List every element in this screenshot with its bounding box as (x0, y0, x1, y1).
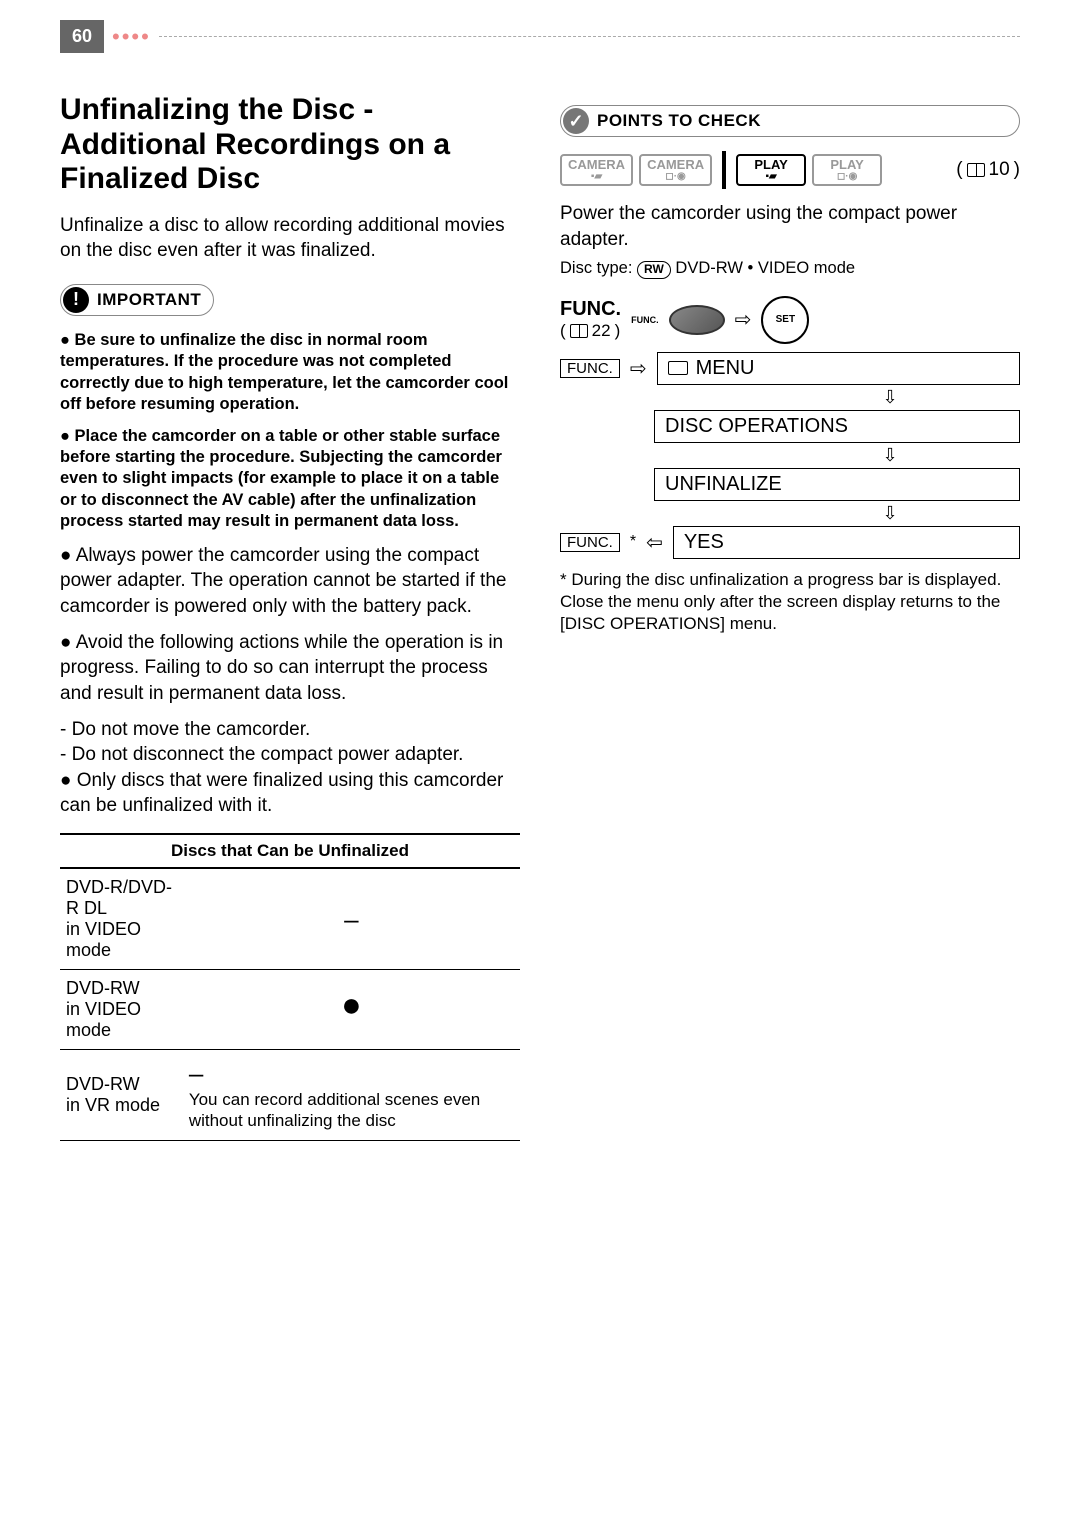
page-ref-10: ( 10) (956, 159, 1020, 181)
rw-badge: RW (637, 261, 671, 279)
main-heading: Unfinalizing the Disc - Additional Recor… (60, 93, 520, 197)
row1-l1: DVD-RW (66, 978, 140, 998)
bullet-3: ● Only discs that were finalized using t… (60, 768, 520, 819)
arrow-left-icon: ⇦ (646, 530, 663, 555)
joystick-icon: SET (761, 296, 809, 344)
row2-l1: DVD-RW (66, 1074, 140, 1094)
table-row: DVD-R/DVD-R DL in VIDEO mode – (60, 868, 520, 970)
row1-l2: in VIDEO mode (66, 999, 141, 1040)
disc-table: Discs that Can be Unfinalized DVD-R/DVD-… (60, 833, 520, 1141)
book-icon (570, 324, 588, 338)
menu-icon (668, 361, 688, 375)
mode-row: CAMERA▪▰ CAMERA◻·◉ PLAY▪▰ PLAY◻·◉ ( 10) (560, 151, 1020, 189)
important-bold-1: ● Be sure to unfinalize the disc in norm… (60, 330, 520, 416)
mode-play-2: PLAY◻·◉ (812, 154, 882, 186)
yes-box: YES (673, 526, 1020, 559)
disc-type-line: Disc type: RW DVD-RW • VIDEO mode (560, 258, 1020, 279)
mode-divider (722, 151, 726, 189)
table-row: DVD-RW in VR mode – You can record addit… (60, 1050, 520, 1141)
page-number: 60 (60, 20, 104, 53)
header-dots: •••• (112, 24, 151, 50)
header-rule (159, 36, 1020, 37)
check-icon: ✓ (563, 108, 589, 134)
disc-table-title: Discs that Can be Unfinalized (60, 834, 520, 868)
important-label: IMPORTANT (97, 290, 201, 310)
points-pill: ✓ POINTS TO CHECK (560, 105, 1020, 137)
page-header: 60 •••• (60, 20, 1020, 53)
mode-camera-2: CAMERA◻·◉ (639, 154, 712, 186)
func-row: FUNC. ( 22) FUNC. ⇨ SET (560, 296, 1020, 344)
row2-l2: in VR mode (66, 1095, 160, 1115)
sub-bullet-1: - Do not move the camcorder. (60, 717, 520, 743)
arrow-right-icon: ⇨ (630, 356, 647, 381)
row0-l1: DVD-R/DVD-R DL (66, 877, 172, 918)
important-bold-2: ● Place the camcorder on a table or othe… (60, 426, 520, 533)
bullet-1: ● Always power the camcorder using the c… (60, 543, 520, 620)
row2-val: – (189, 1058, 203, 1088)
arrow-down-icon: ⇩ (560, 387, 1020, 408)
arrow-right-icon: ⇨ (735, 307, 752, 332)
step-yes: FUNC.* ⇦ YES (560, 526, 1020, 559)
row0-val: – (344, 904, 358, 934)
power-text: Power the camcorder using the compact po… (560, 201, 1020, 252)
right-column: ✓ POINTS TO CHECK CAMERA▪▰ CAMERA◻·◉ PLA… (560, 93, 1020, 1141)
row0-l2: in VIDEO mode (66, 919, 141, 960)
row1-val: ● (341, 986, 362, 1024)
func-box: FUNC. (560, 533, 620, 552)
step-unfinalize: UNFINALIZE (560, 468, 1020, 501)
bullet-2: ● Avoid the following actions while the … (60, 630, 520, 707)
func-ref: ( 22) (560, 321, 620, 341)
important-pill: ! IMPORTANT (60, 284, 214, 316)
row2-note: You can record additional scenes even wi… (189, 1089, 514, 1132)
left-column: Unfinalizing the Disc - Additional Recor… (60, 93, 520, 1141)
arrow-down-icon: ⇩ (560, 445, 1020, 466)
menu-box: MENU (657, 352, 1020, 385)
unfinalize-box: UNFINALIZE (654, 468, 1020, 501)
mode-camera-1: CAMERA▪▰ (560, 154, 633, 186)
sub-bullet-2: - Do not disconnect the compact power ad… (60, 742, 520, 768)
table-row: DVD-RW in VIDEO mode ● (60, 970, 520, 1050)
arrow-down-icon: ⇩ (560, 503, 1020, 524)
mode-play-1: PLAY▪▰ (736, 154, 806, 186)
intro-text: Unfinalize a disc to allow recording add… (60, 213, 520, 264)
step-discops: DISC OPERATIONS (560, 410, 1020, 443)
step-menu: FUNC. ⇨ MENU (560, 352, 1020, 385)
menu-steps: FUNC. ⇨ MENU ⇩ DISC OPERATIONS ⇩ UNFINAL… (560, 352, 1020, 559)
func-box: FUNC. (560, 359, 620, 378)
func-mini-label: FUNC. (631, 315, 659, 325)
func-button-icon (669, 305, 725, 335)
exclamation-icon: ! (63, 287, 89, 313)
important-bullets: ● Always power the camcorder using the c… (60, 543, 520, 819)
book-icon (967, 163, 985, 177)
func-label: FUNC. (560, 298, 621, 321)
footnote: * During the disc unfinalization a progr… (560, 569, 1020, 635)
discops-box: DISC OPERATIONS (654, 410, 1020, 443)
points-label: POINTS TO CHECK (597, 111, 761, 131)
